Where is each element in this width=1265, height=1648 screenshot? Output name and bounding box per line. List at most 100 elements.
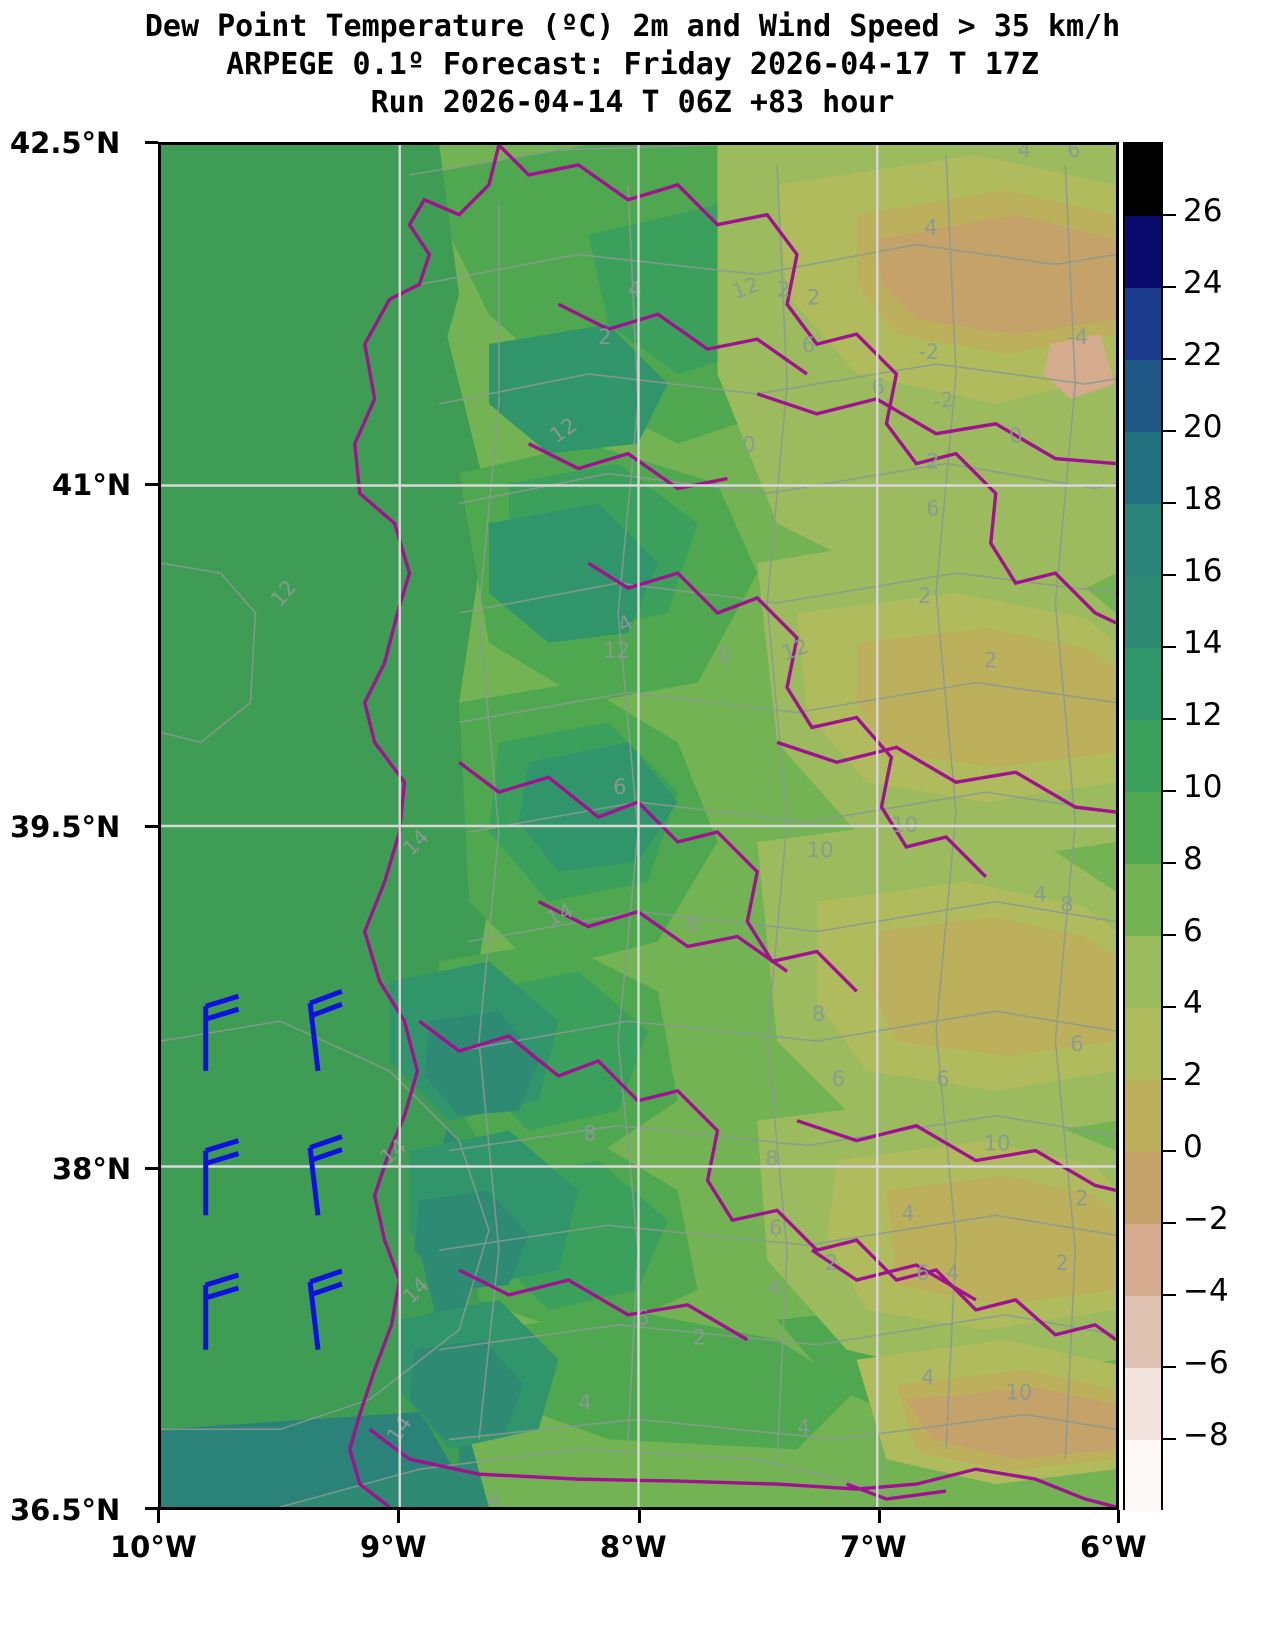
- svg-text:2: 2: [807, 285, 820, 309]
- colorbar-band: [1125, 504, 1161, 576]
- x-tick-mark: [397, 1510, 400, 1523]
- svg-text:2: 2: [777, 277, 790, 301]
- svg-text:12: 12: [603, 639, 630, 663]
- svg-text:2: 2: [1055, 1251, 1068, 1275]
- colorbar-band: [1125, 1440, 1161, 1512]
- svg-text:6: 6: [769, 1216, 782, 1240]
- svg-text:6: 6: [1067, 145, 1080, 162]
- svg-text:4: 4: [924, 216, 937, 240]
- svg-text:8: 8: [1060, 893, 1073, 917]
- svg-text:2: 2: [693, 1326, 706, 1350]
- y-tick-mark: [145, 1507, 158, 1510]
- y-tick-mark: [145, 483, 158, 486]
- colorbar-tick-label: 22: [1183, 337, 1223, 373]
- svg-text:8: 8: [765, 1146, 778, 1170]
- svg-text:6: 6: [686, 913, 699, 937]
- colorbar-tick-label: 10: [1183, 769, 1223, 805]
- wind-barb: [203, 1138, 240, 1216]
- colorbar-band: [1125, 864, 1161, 936]
- title-line-1: Dew Point Temperature (ºC) 2m and Wind S…: [144, 9, 1121, 44]
- map-plot-area[interactable]: 12 12 12 12 14 14 14 14 4 2 0 4 2 6 -2: [158, 142, 1119, 1510]
- colorbar-band: [1125, 720, 1161, 792]
- colorbar-tick-label: 14: [1183, 625, 1223, 661]
- colorbar[interactable]: [1123, 142, 1163, 1512]
- svg-text:4: 4: [921, 1366, 934, 1390]
- svg-text:-2: -2: [932, 387, 956, 414]
- svg-text:6: 6: [613, 775, 626, 799]
- colorbar-tick-mark: [1163, 214, 1176, 216]
- x-axis-tick-label: 9°W: [360, 1530, 427, 1564]
- colorbar-tick-label: −6: [1183, 1345, 1229, 1381]
- colorbar-band: [1125, 432, 1161, 504]
- y-axis-tick-label: 39.5°N: [10, 810, 121, 844]
- colorbar-band: [1125, 1368, 1161, 1440]
- svg-text:-4: -4: [1067, 325, 1088, 349]
- colorbar-tick-label: 12: [1183, 697, 1223, 733]
- svg-text:10: 10: [984, 1132, 1011, 1156]
- wind-barb: [203, 1272, 240, 1350]
- svg-text:6: 6: [936, 1067, 949, 1091]
- x-axis-tick-label: 8°W: [600, 1530, 667, 1564]
- colorbar-band: [1125, 288, 1161, 360]
- colorbar-tick-mark: [1163, 358, 1176, 360]
- colorbar-tick-label: 2: [1183, 1057, 1203, 1093]
- colorbar-tick-mark: [1163, 1078, 1176, 1080]
- svg-text:6: 6: [832, 1067, 845, 1091]
- svg-text:0: 0: [1007, 423, 1024, 449]
- svg-text:0: 0: [742, 433, 755, 457]
- colorbar-tick-mark: [1163, 934, 1176, 936]
- colorbar-band: [1125, 144, 1161, 216]
- admin-borders: [348, 145, 1116, 1507]
- colorbar-tick-mark: [1163, 1294, 1176, 1296]
- colorbar-tick-label: 4: [1183, 985, 1203, 1021]
- svg-text:4: 4: [946, 1261, 959, 1285]
- x-axis-tick-label: 7°W: [840, 1530, 907, 1564]
- y-tick-mark: [145, 1167, 158, 1170]
- colorbar-tick-mark: [1163, 1438, 1176, 1440]
- wind-barbs: [203, 988, 343, 1350]
- colorbar-tick-mark: [1163, 1006, 1176, 1008]
- svg-text:10: 10: [1006, 1380, 1033, 1404]
- svg-text:6: 6: [1070, 1032, 1083, 1056]
- svg-text:10: 10: [807, 838, 834, 862]
- colorbar-tick-label: 26: [1183, 193, 1223, 229]
- colorbar-tick-mark: [1163, 286, 1176, 288]
- svg-text:2: 2: [825, 1251, 838, 1275]
- colorbar-tick-label: 0: [1183, 1129, 1203, 1165]
- svg-text:8: 8: [583, 1122, 596, 1146]
- colorbar-tick-mark: [1163, 862, 1176, 864]
- figure-title-block: Dew Point Temperature (ºC) 2m and Wind S…: [0, 8, 1265, 122]
- x-axis-tick-label: 10°W: [110, 1530, 197, 1564]
- title-line-2: ARPEGE 0.1º Forecast: Friday 2026-04-17 …: [226, 47, 1039, 82]
- svg-text:4: 4: [487, 1488, 500, 1507]
- colorbar-band: [1125, 1008, 1161, 1080]
- colorbar-band: [1125, 360, 1161, 432]
- y-axis-tick-label: 36.5°N: [10, 1493, 121, 1527]
- svg-text:4: 4: [1034, 883, 1047, 907]
- colorbar-tick-label: −8: [1183, 1417, 1229, 1453]
- colorbar-tick-label: 18: [1183, 481, 1223, 517]
- x-tick-mark: [1117, 1510, 1120, 1523]
- y-axis-tick-label: 42.5°N: [10, 126, 121, 160]
- svg-text:2: 2: [918, 584, 931, 608]
- colorbar-tick-label: 8: [1183, 841, 1203, 877]
- svg-text:2: 2: [1075, 1186, 1088, 1210]
- colorbar-band: [1125, 1296, 1161, 1368]
- colorbar-band: [1125, 576, 1161, 648]
- graticule-grid: [161, 145, 1116, 1507]
- svg-text:6: 6: [916, 1261, 929, 1285]
- svg-text:2: 2: [598, 325, 611, 349]
- colorbar-band: [1125, 1080, 1161, 1152]
- colorbar-tick-mark: [1163, 718, 1176, 720]
- svg-text:-2: -2: [918, 340, 939, 364]
- colorbar-tick-mark: [1163, 1222, 1176, 1224]
- colorbar-tick-mark: [1163, 430, 1176, 432]
- colorbar-tick-mark: [1163, 574, 1176, 576]
- svg-text:8: 8: [812, 1002, 825, 1026]
- wind-barb: [307, 1268, 343, 1350]
- colorbar-tick-mark: [1163, 646, 1176, 648]
- colorbar-tick-mark: [1163, 1150, 1176, 1152]
- y-tick-mark: [145, 141, 158, 144]
- x-tick-mark: [878, 1510, 881, 1523]
